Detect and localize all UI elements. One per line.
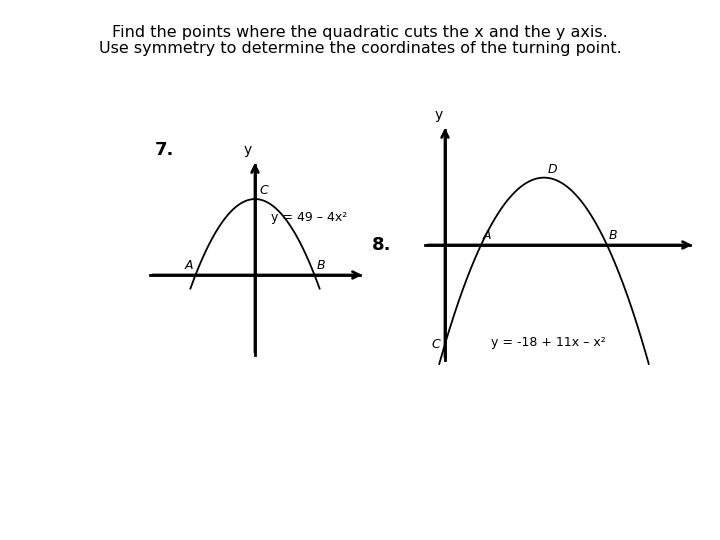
Text: Find the points where the quadratic cuts the x and the y axis.: Find the points where the quadratic cuts… (112, 24, 608, 39)
Text: y = 49 – 4x²: y = 49 – 4x² (271, 211, 347, 224)
Text: C: C (259, 184, 268, 197)
Text: y: y (244, 143, 252, 157)
Text: A: A (185, 259, 194, 272)
Text: Use symmetry to determine the coordinates of the turning point.: Use symmetry to determine the coordinate… (99, 42, 621, 57)
Text: D: D (548, 163, 557, 176)
Text: y: y (435, 108, 443, 122)
Text: C: C (431, 338, 440, 350)
Text: 7.: 7. (155, 141, 174, 159)
Text: B: B (609, 229, 618, 242)
Text: B: B (317, 259, 325, 272)
Text: y = -18 + 11x – x²: y = -18 + 11x – x² (491, 336, 606, 349)
Text: A: A (483, 229, 492, 242)
Text: 8.: 8. (372, 236, 392, 254)
